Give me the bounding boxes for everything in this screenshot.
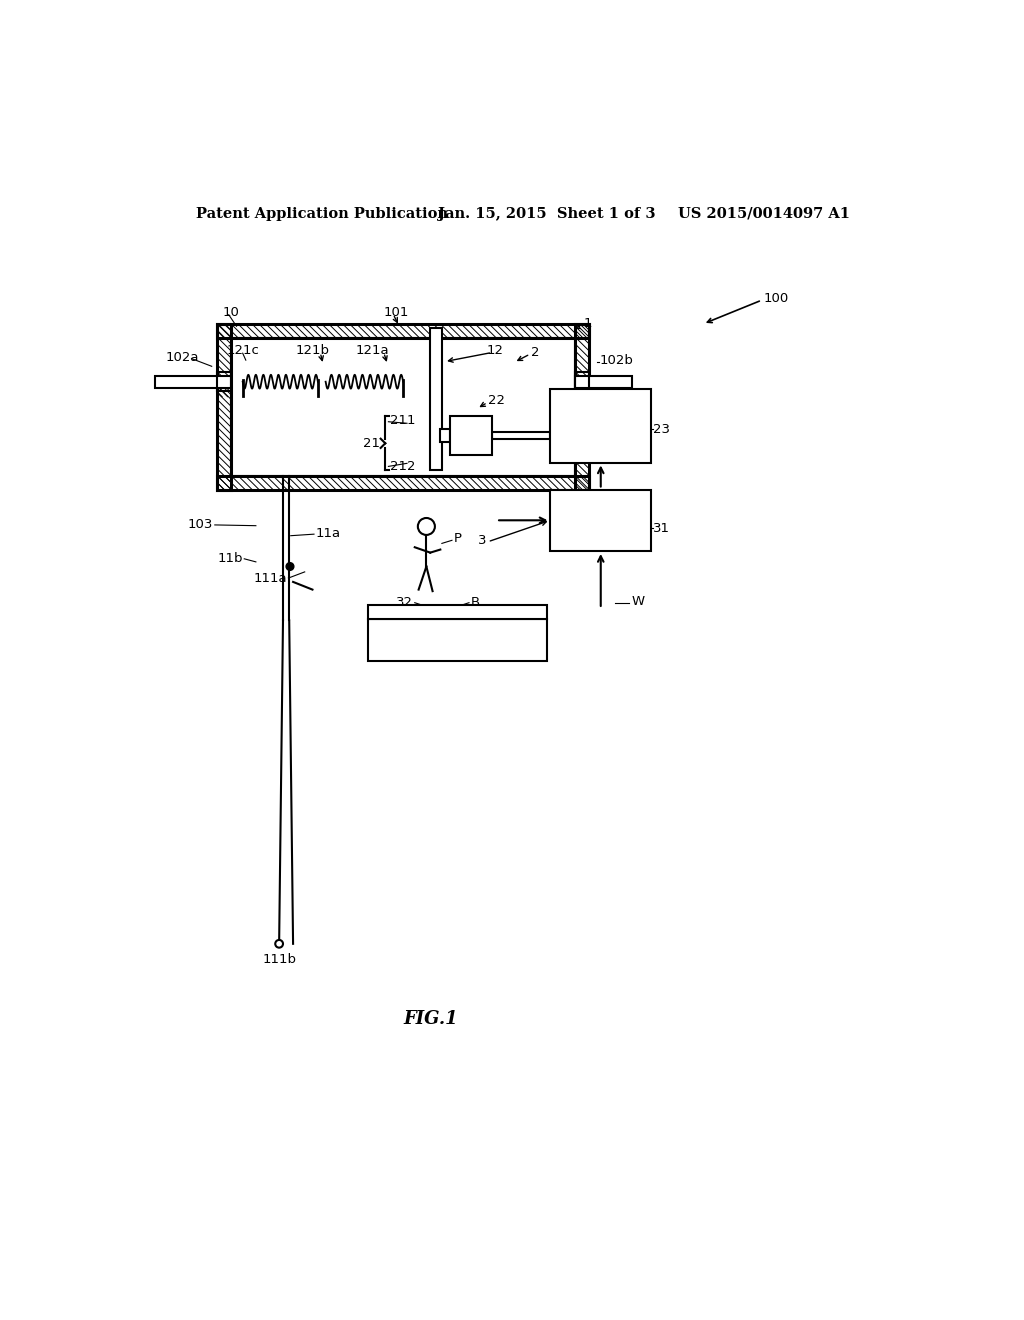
Bar [575, 376, 632, 388]
Text: 3: 3 [477, 533, 486, 546]
Text: 2: 2 [531, 346, 540, 359]
Text: Load: Load [584, 430, 617, 444]
Text: Patent Application Publication: Patent Application Publication [197, 207, 449, 220]
Bar [430, 327, 442, 470]
Text: 111a: 111a [253, 572, 287, 585]
Text: 32: 32 [396, 597, 414, 610]
Bar [155, 376, 231, 388]
Text: 103: 103 [187, 519, 213, 532]
Bar [442, 432, 450, 440]
Text: Adjustment: Adjustment [561, 524, 641, 539]
Text: 121c: 121c [226, 345, 259, 358]
Text: 11a: 11a [315, 527, 341, 540]
Bar [575, 323, 589, 490]
Text: 102b: 102b [599, 354, 633, 367]
Bar [575, 372, 589, 391]
Text: 1: 1 [584, 317, 592, 330]
Text: 11b: 11b [217, 552, 243, 565]
Bar [440, 429, 450, 442]
Text: 211: 211 [390, 413, 416, 426]
Text: 121a: 121a [355, 345, 389, 358]
Text: 111b: 111b [262, 953, 296, 966]
Text: P: P [454, 532, 462, 545]
Bar [575, 323, 589, 490]
Bar [217, 323, 589, 338]
Text: 31: 31 [653, 521, 671, 535]
Text: Load: Load [584, 510, 617, 524]
Bar [217, 475, 589, 490]
Text: US 2015/0014097 A1: US 2015/0014097 A1 [678, 207, 850, 220]
Bar [217, 323, 589, 338]
Text: 102a: 102a [165, 351, 199, 363]
Text: 21: 21 [362, 437, 380, 450]
Circle shape [418, 517, 435, 535]
Text: 212: 212 [390, 459, 416, 473]
Text: 12: 12 [486, 345, 504, 358]
Bar [493, 432, 550, 440]
Bar [369, 619, 547, 661]
Text: 22: 22 [488, 395, 506, 408]
Bar [217, 475, 589, 490]
Bar [231, 338, 575, 475]
Bar [217, 323, 231, 490]
Bar [550, 490, 651, 552]
Bar [430, 327, 442, 470]
Circle shape [286, 562, 294, 570]
Bar [450, 416, 493, 455]
Text: 121b: 121b [296, 345, 330, 358]
Text: Jan. 15, 2015  Sheet 1 of 3: Jan. 15, 2015 Sheet 1 of 3 [438, 207, 655, 220]
Text: Generator: Generator [565, 414, 636, 429]
Bar [369, 605, 547, 619]
Text: FIG.1: FIG.1 [402, 1010, 458, 1028]
Text: 101: 101 [384, 306, 410, 319]
Text: B: B [471, 597, 479, 610]
Text: 100: 100 [764, 292, 788, 305]
Text: 23: 23 [653, 422, 671, 436]
Bar [369, 619, 547, 661]
Text: W: W [632, 594, 645, 607]
Bar [550, 389, 651, 462]
Text: 10: 10 [222, 306, 240, 319]
Bar [217, 372, 231, 391]
Bar [217, 323, 231, 490]
Circle shape [275, 940, 283, 948]
